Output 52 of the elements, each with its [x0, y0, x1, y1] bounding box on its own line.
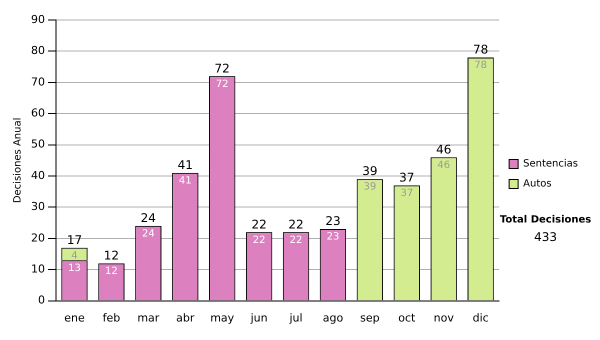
- y-tick-label: 50: [30, 138, 45, 151]
- y-tick-label: 80: [30, 44, 45, 58]
- total-label: 37: [399, 170, 414, 184]
- y-tick-label: 10: [30, 262, 45, 276]
- x-tick-label: may: [210, 311, 235, 324]
- data-label: 37: [400, 188, 414, 199]
- total-label: 22: [251, 217, 267, 232]
- x-tick-label: mar: [137, 311, 160, 324]
- total-label: 23: [325, 214, 341, 228]
- text: 433: [534, 230, 558, 244]
- total-label: 17: [66, 232, 82, 247]
- total-label: 46: [436, 142, 452, 156]
- total-label: 24: [140, 211, 156, 226]
- x-tick-label: oct: [398, 311, 416, 324]
- legend-label: Autos: [523, 178, 552, 190]
- text: Total Decisiones: [500, 214, 592, 226]
- data-label: 39: [364, 182, 376, 193]
- y-tick-label: 60: [30, 106, 45, 120]
- data-label: 22: [252, 234, 266, 246]
- x-tick-label: abr: [176, 311, 195, 324]
- total-label: 78: [473, 42, 488, 57]
- x-tick-label: jun: [250, 311, 268, 324]
- legend-label: Sentencias: [523, 158, 578, 170]
- x-tick-label: ago: [322, 311, 344, 324]
- x-tick-label: ene: [64, 311, 85, 324]
- total-label: 39: [362, 164, 378, 178]
- data-label: 24: [142, 228, 155, 240]
- y-tick-label: 20: [30, 231, 45, 244]
- data-label: 41: [178, 175, 192, 186]
- data-label: 78: [474, 60, 488, 72]
- total-label: 72: [214, 61, 230, 76]
- x-tick-label: jul: [288, 311, 303, 324]
- x-tick-label: feb: [102, 311, 120, 324]
- data-label: 12: [105, 266, 118, 277]
- total-label: 12: [104, 248, 120, 262]
- total-label: 22: [288, 217, 304, 232]
- x-tick-label: sep: [360, 311, 380, 324]
- y-tick-label: 30: [30, 200, 45, 214]
- y-tick-label: 70: [30, 75, 45, 88]
- x-tick-label: dic: [472, 311, 489, 324]
- data-label: 13: [68, 262, 81, 274]
- data-label: 22: [290, 234, 302, 246]
- total-label: 41: [178, 158, 193, 172]
- data-label: 23: [326, 232, 340, 243]
- data-label: 4: [71, 250, 78, 262]
- x-tick-label: nov: [434, 311, 454, 324]
- data-label: 46: [437, 160, 450, 171]
- data-label: 72: [216, 78, 229, 90]
- y-tick-label: 90: [30, 12, 45, 26]
- y-tick-label: 40: [30, 168, 45, 182]
- y-tick-label: 0: [38, 294, 45, 307]
- y-axis-title: Decisiones Anual: [12, 118, 24, 204]
